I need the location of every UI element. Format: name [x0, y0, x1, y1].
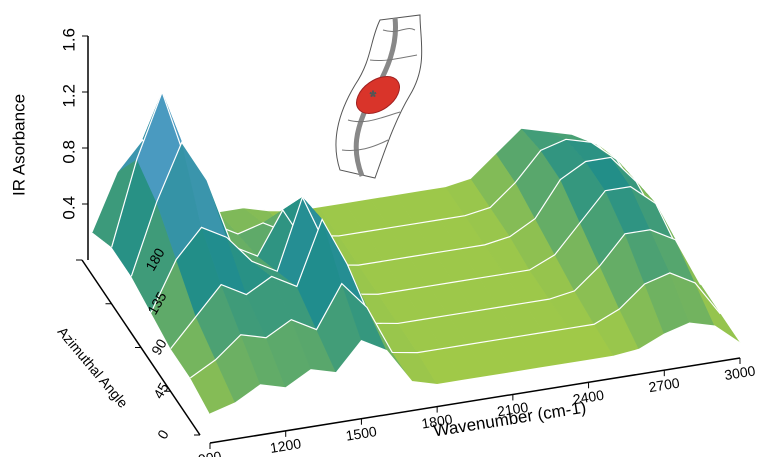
z-tick-label: 0.8 [59, 140, 78, 164]
y-tick-label: 0 [154, 427, 172, 442]
z-tick-label: 1.6 [59, 28, 78, 52]
chart: 9001200150018002100240027003000Wavenumbe… [0, 0, 769, 457]
y-tick-label: 45 [150, 380, 172, 402]
z-tick-label: 0.4 [59, 196, 78, 220]
surface [92, 92, 740, 414]
fiber-inset: * [336, 15, 422, 178]
x-tick-label: 900 [197, 448, 223, 457]
y-axis-label: Azimuthal Angle [55, 324, 132, 411]
asterisk-marker: * [370, 89, 376, 106]
x-tick-label: 1500 [345, 423, 378, 444]
x-tick-label: 1200 [269, 435, 302, 456]
x-tick-label: 2700 [647, 374, 680, 395]
z-axis-label: IR Asorbance [9, 94, 28, 196]
z-tick-label: 1.2 [59, 84, 78, 108]
x-tick-label: 3000 [723, 362, 756, 383]
